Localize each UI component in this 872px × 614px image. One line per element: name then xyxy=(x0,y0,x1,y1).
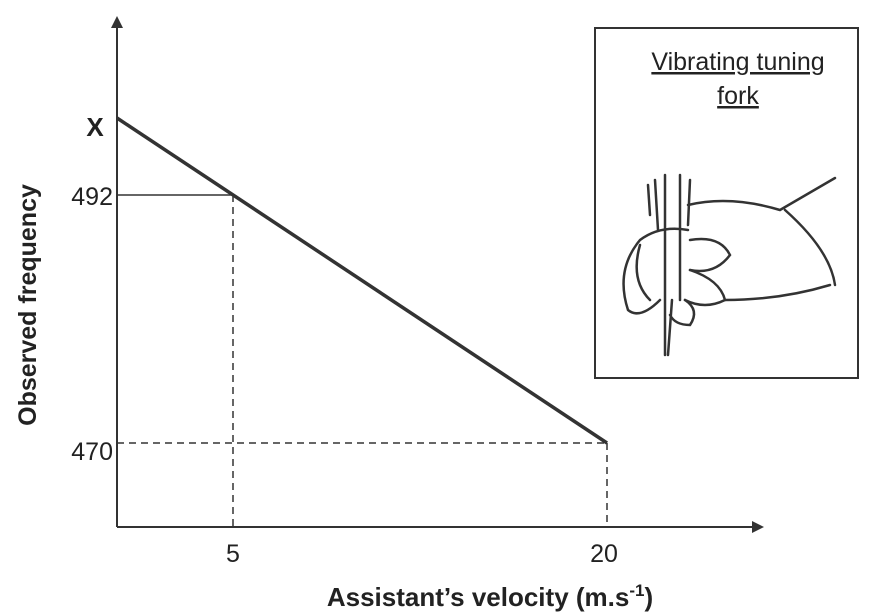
diagram: X 492 470 5 20 Observed frequency Assist… xyxy=(0,0,872,614)
x-axis-label-end: ) xyxy=(644,582,653,612)
inset-caption: Vibrating tuning xyxy=(651,48,824,76)
inset-caption: fork xyxy=(717,82,759,110)
y-tick-label: 492 xyxy=(71,183,113,211)
inset-box xyxy=(595,28,858,378)
y-tick-label: X xyxy=(86,112,104,142)
graph-line xyxy=(117,118,607,443)
y-tick-label: 470 xyxy=(71,438,113,466)
x-tick-label: 20 xyxy=(590,540,618,568)
x-tick-label: 5 xyxy=(226,540,240,568)
x-axis-label-sup: -1 xyxy=(629,581,644,600)
y-axis-label: Observed frequency xyxy=(14,184,42,426)
x-axis-label-main: Assistant’s velocity (m.s xyxy=(327,582,630,612)
x-axis-label: Assistant’s velocity (m.s-1) xyxy=(327,581,653,612)
